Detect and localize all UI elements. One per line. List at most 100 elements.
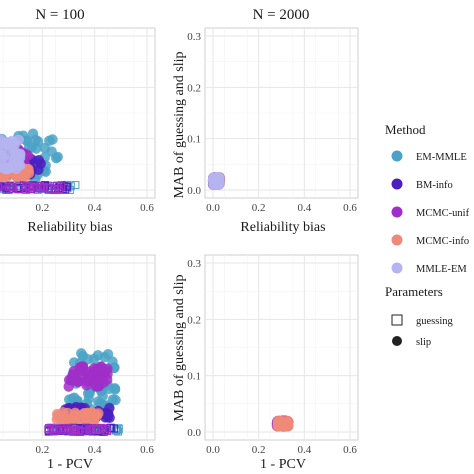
legend-label: MCMC-unif: [416, 208, 470, 219]
y-axis-label-bottom: MAB of guessing and slip: [172, 275, 187, 422]
point-guessing: [50, 185, 59, 194]
strip-title-right: N = 2000: [253, 7, 310, 23]
y-tick-label: 0.0: [187, 185, 201, 197]
point-guessing: [7, 182, 16, 191]
point-guessing: [52, 424, 61, 433]
point-guessing: [15, 182, 24, 191]
legend-label: EM-MMLE: [416, 152, 467, 163]
point-slip: [52, 151, 63, 163]
x-tick-label: 0.0: [206, 444, 220, 456]
x-tick-label: 0.6: [140, 202, 154, 214]
x-axis-label-bottom-right: 1 - PCV: [260, 457, 306, 472]
point-guessing: [51, 185, 60, 194]
y-tick-label: 0.1: [187, 134, 201, 146]
point-slip: [101, 374, 113, 385]
point-guessing: [29, 181, 38, 190]
panels: 00.20.40.60.00.20.40.60.00.10.20.300.20.…: [0, 27, 359, 456]
point-slip: [90, 409, 102, 420]
point-slip: [110, 394, 121, 406]
x-tick-label: 0.2: [252, 444, 266, 456]
legend-method-title: Method: [385, 122, 426, 137]
point-slip: [92, 350, 104, 361]
point-guessing: [20, 184, 29, 193]
point-guessing: [9, 184, 18, 193]
y-tick-label: 0.1: [187, 371, 201, 383]
x-tick-label: 0.4: [297, 444, 311, 456]
legend-swatch-em-mmle: [391, 150, 403, 162]
point-guessing: [0, 183, 3, 192]
point-slip: [58, 411, 70, 423]
point-slip: [97, 390, 108, 402]
point-slip: [13, 154, 24, 166]
point-guessing: [87, 425, 96, 434]
point-slip: [3, 163, 14, 174]
point-slip: [79, 408, 90, 419]
point-slip: [74, 366, 85, 377]
x-tick-label: 0.0: [206, 202, 220, 214]
point-slip: [210, 176, 222, 187]
point-guessing: [71, 181, 80, 190]
legend-parameters-title: Parameters: [385, 284, 443, 299]
point-slip: [0, 139, 5, 151]
point-guessing: [61, 425, 70, 434]
legend-label: MCMC-info: [416, 236, 469, 247]
x-axis-label-bottom-left: 1 - PCV: [47, 457, 93, 472]
point-slip: [22, 150, 34, 161]
legend-swatch-mmle-em: [391, 262, 403, 274]
legend-swatch-slip: [392, 336, 402, 346]
y-tick-label: 0.3: [187, 258, 201, 270]
point-guessing: [78, 427, 87, 436]
panel-bottom-left: 00.20.40.6: [0, 254, 156, 456]
y-tick-label: 0.2: [187, 82, 201, 94]
x-tick-label: 0.6: [343, 202, 357, 214]
x-tick-label: 0.6: [343, 444, 357, 456]
y-tick-label: 0.0: [187, 427, 201, 439]
point-guessing: [94, 424, 103, 433]
legend-label: guessing: [416, 316, 454, 327]
panel-top-left: 00.20.40.6: [0, 27, 156, 214]
legend-swatch-guessing: [391, 314, 403, 326]
point-slip: [0, 150, 10, 162]
point-slip: [30, 134, 41, 146]
x-tick-label: 0.2: [35, 444, 49, 456]
point-slip: [94, 363, 105, 375]
x-tick-label: 0.6: [140, 444, 154, 456]
point-slip: [102, 363, 113, 374]
legend-label: slip: [416, 337, 431, 348]
point-slip: [102, 411, 113, 423]
point-guessing: [48, 425, 57, 434]
x-tick-label: 0.4: [297, 202, 311, 214]
x-tick-label: 0.4: [88, 202, 102, 214]
point-slip: [39, 142, 50, 154]
point-guessing: [36, 182, 45, 191]
point-slip: [33, 164, 44, 175]
point-slip: [11, 163, 22, 175]
x-tick-label: 0.2: [35, 202, 49, 214]
point-slip: [63, 381, 74, 392]
strip-title-left: N = 100: [35, 7, 84, 23]
panel-bottom-right: 0.0 0.2 0.4 0.6 0.0 0.1 0.2 0.3: [187, 254, 359, 456]
point-guessing: [50, 426, 59, 435]
point-slip: [282, 421, 294, 432]
legend-label: BM-info: [416, 180, 453, 191]
legend-swatch-mcmc-unif: [391, 206, 403, 218]
point-slip: [83, 393, 94, 404]
point-slip: [33, 155, 45, 166]
point-guessing: [38, 184, 47, 193]
point-guessing: [102, 426, 111, 435]
point-guessing: [69, 426, 78, 435]
panel-top-right: 0.0 0.2 0.4 0.6 0.0 0.1 0.2 0.3: [187, 27, 359, 214]
point-slip: [47, 134, 58, 145]
x-tick-label: 0.2: [252, 202, 266, 214]
point-slip: [82, 354, 94, 365]
point-guessing: [25, 183, 34, 192]
point-slip: [91, 374, 102, 385]
y-axis-label-top: MAB of guessing and slip: [172, 52, 187, 199]
legend-swatch-mcmc-info: [391, 234, 403, 246]
x-axis-label-top-left: Reliability bias: [27, 220, 112, 235]
point-slip: [70, 375, 81, 386]
point-guessing: [0, 183, 2, 192]
y-tick-label: 0.2: [187, 314, 201, 326]
point-slip: [67, 393, 78, 404]
